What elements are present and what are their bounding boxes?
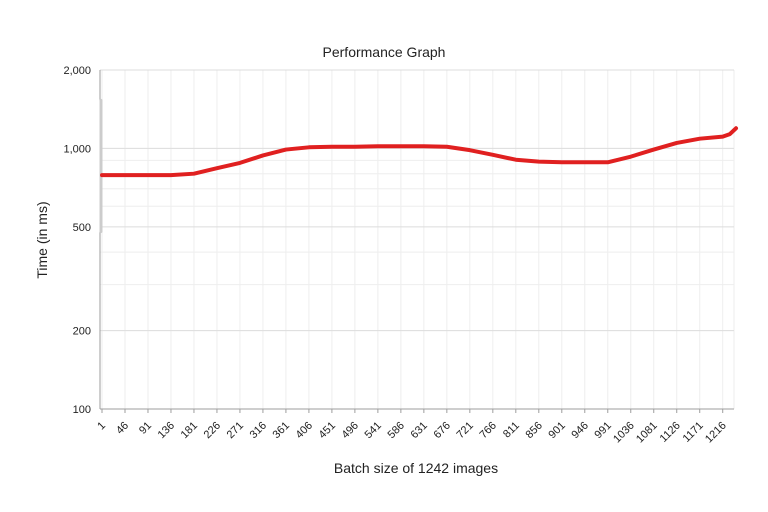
- x-tick-label: 1: [95, 420, 108, 433]
- y-tick-label: 500: [73, 222, 91, 234]
- chart-title: Performance Graph: [323, 44, 446, 60]
- x-tick-label: 856: [523, 420, 544, 441]
- axes: [99, 70, 734, 413]
- x-tick-label: 451: [317, 420, 338, 441]
- x-tick-label: 676: [431, 420, 452, 441]
- y-tick-label: 100: [73, 404, 91, 416]
- y-tick-label: 200: [73, 326, 91, 338]
- y-tick-label: 2,000: [63, 65, 91, 77]
- x-tick-label: 631: [409, 420, 430, 441]
- x-tick-label: 496: [340, 420, 361, 441]
- series-line: [100, 126, 738, 178]
- x-tick-label: 91: [137, 420, 154, 437]
- x-tick-label: 361: [271, 420, 292, 441]
- x-tick-label: 136: [156, 420, 177, 441]
- x-tick-label: 226: [202, 420, 223, 441]
- x-tick-label: 316: [248, 420, 269, 441]
- x-tick-label: 406: [294, 420, 315, 441]
- y-tick-label: 1,000: [63, 143, 91, 155]
- grid: [100, 69, 735, 410]
- x-tick-label: 901: [546, 420, 567, 441]
- x-tick-label: 271: [225, 420, 246, 441]
- x-tick-label: 181: [179, 420, 200, 441]
- labels: Performance Graph Batch size of 1242 ima…: [34, 44, 729, 476]
- x-tick-label: 811: [501, 420, 522, 441]
- x-tick-label: 946: [569, 420, 590, 441]
- x-tick-label: 766: [477, 420, 498, 441]
- x-axis-title: Batch size of 1242 images: [334, 460, 498, 476]
- x-tick-label: 1126: [658, 420, 683, 445]
- series-layer: [99, 98, 738, 233]
- x-tick-label: 721: [454, 420, 475, 441]
- x-tick-label: 1081: [634, 420, 660, 446]
- x-tick-label: 1171: [681, 420, 706, 445]
- x-tick-label: 586: [386, 420, 407, 441]
- y-axis-title: Time (in ms): [34, 201, 50, 278]
- x-tick-label: 1036: [611, 420, 637, 446]
- x-tick-label: 1216: [703, 420, 729, 446]
- x-tick-label: 46: [114, 420, 131, 437]
- x-tick-label: 541: [363, 420, 384, 441]
